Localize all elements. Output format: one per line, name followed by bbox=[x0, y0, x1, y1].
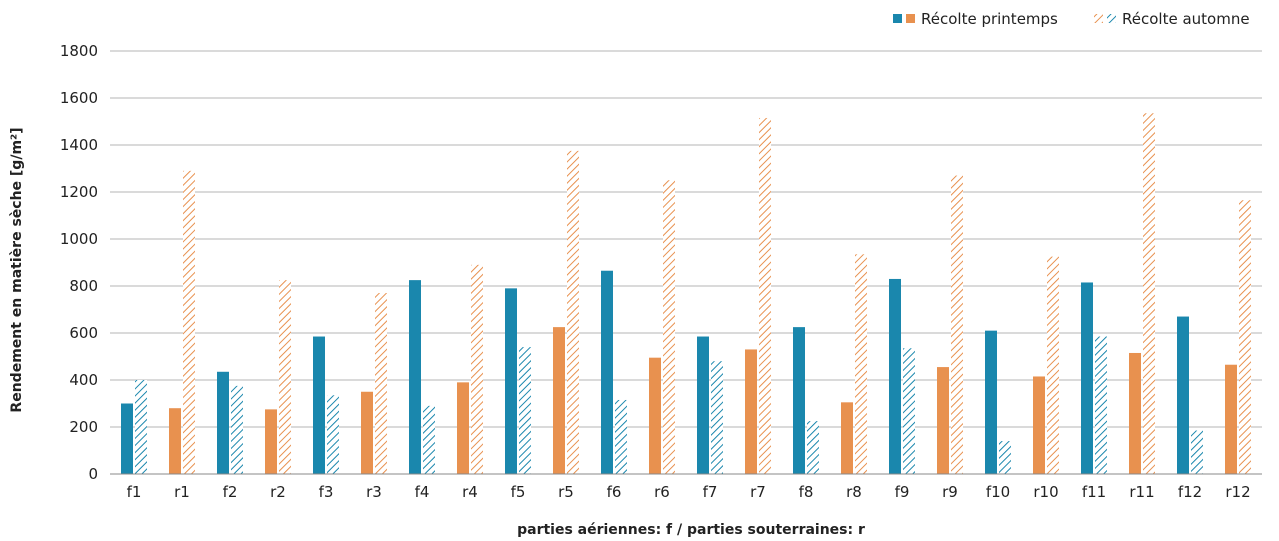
y-tick-label: 1600 bbox=[60, 89, 98, 107]
bar-f3-automne bbox=[327, 395, 339, 474]
bar-r2-automne bbox=[279, 280, 291, 474]
y-tick-label: 1400 bbox=[60, 136, 98, 154]
bar-f11-printemps bbox=[1081, 282, 1093, 474]
bar-r11-automne bbox=[1143, 113, 1155, 475]
x-tick-label: f10 bbox=[986, 483, 1010, 501]
x-tick-label: r7 bbox=[750, 483, 766, 501]
bar-f9-printemps bbox=[889, 278, 901, 474]
legend: Récolte printemps Récolte automne bbox=[893, 10, 1250, 28]
bar-r6-printemps bbox=[649, 357, 661, 474]
bar-r6-automne bbox=[663, 180, 675, 474]
bar-f12-printemps bbox=[1177, 316, 1189, 474]
bar-f12-automne bbox=[1191, 430, 1203, 474]
y-tick-label: 600 bbox=[69, 324, 98, 342]
gridlines bbox=[110, 50, 1262, 428]
legend-label-spring: Récolte printemps bbox=[921, 10, 1058, 28]
y-tick-label: 1000 bbox=[60, 230, 98, 248]
bar-r8-printemps bbox=[841, 402, 853, 474]
legend-swatch-spring-f bbox=[893, 14, 902, 23]
bar-f7-automne bbox=[711, 361, 723, 474]
legend-label-autumn: Récolte automne bbox=[1122, 10, 1250, 28]
x-tick-label: f9 bbox=[895, 483, 910, 501]
bar-f4-automne bbox=[423, 405, 435, 474]
y-tick-label: 200 bbox=[69, 418, 98, 436]
bar-r3-automne bbox=[375, 293, 387, 474]
bar-r5-automne bbox=[567, 150, 579, 474]
x-tick-label: r9 bbox=[942, 483, 958, 501]
x-tick-label: r6 bbox=[654, 483, 670, 501]
x-tick-label: f7 bbox=[703, 483, 718, 501]
bars bbox=[121, 113, 1251, 475]
x-tick-label: r11 bbox=[1129, 483, 1154, 501]
bar-f9-automne bbox=[903, 348, 915, 474]
bar-r7-automne bbox=[759, 117, 771, 474]
bar-r7-printemps bbox=[745, 349, 757, 474]
x-tick-label: f3 bbox=[319, 483, 334, 501]
bar-f10-automne bbox=[999, 441, 1011, 474]
bar-f11-automne bbox=[1095, 336, 1107, 474]
bar-r8-automne bbox=[855, 254, 867, 474]
bar-f1-printemps bbox=[121, 403, 133, 474]
x-tick-label: f5 bbox=[511, 483, 526, 501]
x-tick-label: r4 bbox=[462, 483, 478, 501]
x-tick-label: r8 bbox=[846, 483, 862, 501]
bar-f2-automne bbox=[231, 385, 243, 474]
bar-r10-automne bbox=[1047, 256, 1059, 474]
bar-r1-printemps bbox=[169, 408, 181, 474]
bar-r5-printemps bbox=[553, 327, 565, 474]
legend-swatch-autumn-f bbox=[1107, 14, 1116, 23]
bar-r4-printemps bbox=[457, 382, 469, 474]
bar-f5-printemps bbox=[505, 288, 517, 474]
bar-r12-automne bbox=[1239, 200, 1251, 474]
x-axis-ticks: f1 r1 f2 r2 f3 r3 f4 r4 f5 r5 f6 r6 f7 r7 f8 r8 f9 r9 f10 r… bbox=[127, 483, 1251, 501]
bar-r4-automne bbox=[471, 264, 483, 474]
bar-f3-printemps bbox=[313, 336, 325, 474]
y-axis-ticks: 0 200 400 600 800 1000 1200 1400 1600 1800 bbox=[60, 42, 98, 483]
bar-f4-printemps bbox=[409, 280, 421, 474]
x-tick-label: r5 bbox=[558, 483, 574, 501]
y-tick-label: 1800 bbox=[60, 42, 98, 60]
x-tick-label: f6 bbox=[607, 483, 622, 501]
x-tick-label: r1 bbox=[174, 483, 190, 501]
bar-f5-automne bbox=[519, 347, 531, 474]
x-tick-label: r3 bbox=[366, 483, 382, 501]
x-tick-label: f11 bbox=[1082, 483, 1106, 501]
y-tick-label: 0 bbox=[88, 465, 98, 483]
x-tick-label: f12 bbox=[1178, 483, 1202, 501]
y-tick-label: 1200 bbox=[60, 183, 98, 201]
legend-swatch-autumn-r bbox=[1094, 14, 1103, 23]
x-tick-label: f1 bbox=[127, 483, 142, 501]
bar-f7-printemps bbox=[697, 336, 709, 474]
bar-r9-automne bbox=[951, 175, 963, 475]
bar-f8-automne bbox=[807, 421, 819, 474]
y-axis-title: Rendement en matière sèche [g/m²] bbox=[9, 127, 25, 412]
x-tick-label: f8 bbox=[799, 483, 814, 501]
bar-r2-printemps bbox=[265, 409, 277, 474]
y-tick-label: 800 bbox=[69, 277, 98, 295]
x-tick-label: f4 bbox=[415, 483, 430, 501]
x-tick-label: r12 bbox=[1225, 483, 1250, 501]
bar-r10-printemps bbox=[1033, 376, 1045, 474]
x-tick-label: f2 bbox=[223, 483, 238, 501]
bar-f10-printemps bbox=[985, 330, 997, 474]
bar-f6-automne bbox=[615, 399, 627, 474]
bar-r3-printemps bbox=[361, 391, 373, 474]
x-tick-label: r10 bbox=[1033, 483, 1058, 501]
bar-f2-printemps bbox=[217, 371, 229, 474]
bar-r12-printemps bbox=[1225, 364, 1237, 474]
bar-f6-printemps bbox=[601, 270, 613, 474]
y-tick-label: 400 bbox=[69, 371, 98, 389]
bar-r1-automne bbox=[183, 170, 195, 474]
bar-r11-printemps bbox=[1129, 352, 1141, 474]
x-tick-label: r2 bbox=[270, 483, 286, 501]
legend-swatch-spring-r bbox=[906, 14, 915, 23]
bar-f8-printemps bbox=[793, 327, 805, 474]
x-axis-title: parties aériennes: f / parties souterrai… bbox=[517, 522, 865, 538]
bar-f1-automne bbox=[135, 380, 147, 474]
bar-r9-printemps bbox=[937, 367, 949, 474]
